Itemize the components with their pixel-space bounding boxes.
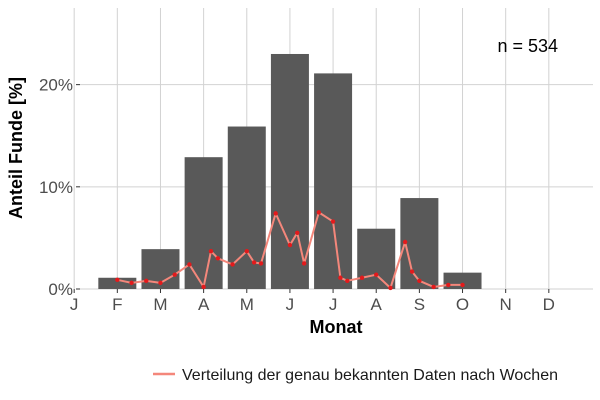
series-point xyxy=(388,285,393,291)
series-point xyxy=(244,248,249,254)
x-tick-label: J xyxy=(70,295,79,314)
series-point xyxy=(374,272,379,277)
series-point xyxy=(301,261,307,266)
y-axis-title: Anteil Funde [%] xyxy=(6,77,26,219)
series-point xyxy=(144,278,149,284)
y-axis-ticks: 0% 10% 20% xyxy=(39,76,80,299)
x-tick-label: A xyxy=(371,295,383,314)
series-line xyxy=(117,211,463,289)
bar xyxy=(314,73,353,289)
series-point xyxy=(460,282,465,288)
y-tick-label: 20% xyxy=(39,76,73,95)
series-point xyxy=(431,284,436,290)
x-axis-title: Monat xyxy=(310,317,363,337)
bar xyxy=(184,157,223,289)
x-tick-label: J xyxy=(329,295,338,314)
series-point xyxy=(172,272,177,277)
week-series xyxy=(115,210,465,291)
series-point xyxy=(446,282,451,288)
y-tick-label: 0% xyxy=(48,280,73,299)
series-point xyxy=(417,278,422,284)
bar xyxy=(98,277,137,289)
series-point xyxy=(129,280,134,286)
series-point xyxy=(230,262,235,267)
series-point xyxy=(345,278,350,284)
series-point xyxy=(208,248,214,254)
x-tick-label: M xyxy=(240,295,254,314)
series-point xyxy=(359,275,365,280)
legend-label: Verteilung der genau bekannten Daten nac… xyxy=(182,367,558,384)
legend: Verteilung der genau bekannten Daten nac… xyxy=(153,367,558,384)
bar xyxy=(357,228,396,289)
series-point xyxy=(409,269,415,274)
series-point xyxy=(158,280,163,286)
x-tick-label: A xyxy=(198,295,210,314)
bar xyxy=(270,53,309,290)
series-point xyxy=(201,284,206,290)
series-point xyxy=(115,277,120,283)
series-point xyxy=(316,210,322,215)
x-tick-label: N xyxy=(500,295,512,314)
series-point xyxy=(273,211,278,216)
series-point xyxy=(338,275,343,280)
x-tick-label: S xyxy=(414,295,425,314)
x-tick-label: F xyxy=(112,295,122,314)
x-tick-label: J xyxy=(286,295,295,314)
series-point xyxy=(251,260,257,265)
x-tick-label: M xyxy=(153,295,167,314)
bars xyxy=(98,53,482,290)
x-tick-label: D xyxy=(543,295,555,314)
series-point xyxy=(287,242,293,248)
series-point xyxy=(258,261,264,266)
series-point xyxy=(295,230,300,235)
n-annotation: n = 534 xyxy=(497,36,558,56)
y-tick-label: 10% xyxy=(39,178,73,197)
series-point xyxy=(402,239,408,245)
series-point xyxy=(330,219,336,224)
series-point xyxy=(187,262,192,267)
series-point xyxy=(215,256,221,261)
x-tick-label: O xyxy=(456,295,469,314)
